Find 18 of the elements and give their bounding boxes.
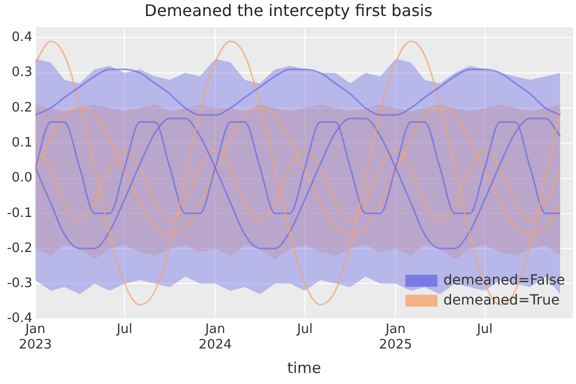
y-tick-label: -0.1 (6, 206, 32, 221)
y-tick-label: -0.3 (6, 276, 32, 292)
x-tick-label: Jul (296, 322, 313, 337)
y-tick-label: -0.2 (6, 240, 32, 256)
y-tick-label: 0.2 (12, 100, 32, 116)
x-tick-label: Jul (476, 322, 493, 337)
line-series (35, 68, 561, 116)
legend-label: demeaned=True (443, 292, 560, 308)
x-tick-label: Jan 2025 (379, 322, 412, 353)
y-tick-label: 0.4 (12, 30, 32, 46)
y-tick-label: 0.3 (12, 65, 32, 80)
y-tick-label: 0.1 (12, 136, 32, 151)
legend-label: demeaned=False (443, 272, 565, 288)
x-tick-label: Jul (116, 322, 132, 337)
chart-title: Demeaned the intercepty first basis (144, 0, 432, 20)
y-tick-label: 0.0 (12, 170, 32, 186)
x-axis-title: time (287, 358, 322, 377)
x-tick-label: Jan 2024 (198, 322, 232, 353)
